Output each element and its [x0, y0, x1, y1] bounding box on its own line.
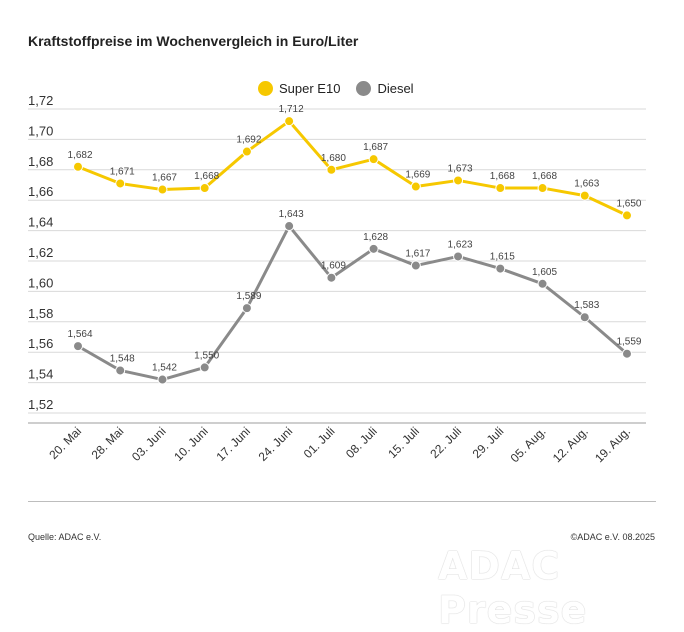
data-point-diesel	[495, 263, 506, 274]
x-tick-label: 15. Juli	[385, 424, 422, 461]
data-label-super-e10: 1,668	[194, 171, 219, 182]
data-label-diesel: 1,643	[279, 209, 304, 220]
data-label-diesel: 1,623	[448, 239, 473, 250]
data-point-super-e10	[73, 161, 83, 172]
y-tick-label: 1,52	[28, 397, 53, 412]
data-point-diesel	[326, 272, 337, 283]
data-point-super-e10	[199, 183, 210, 194]
y-tick-label: 1,72	[28, 93, 53, 108]
data-label-diesel: 1,589	[236, 291, 261, 302]
y-tick-label: 1,56	[28, 336, 53, 351]
y-tick-label: 1,66	[28, 184, 53, 199]
data-label-super-e10: 1,671	[110, 166, 135, 177]
data-point-super-e10	[410, 181, 421, 192]
data-label-super-e10: 1,668	[532, 171, 557, 182]
legend-swatch-super-e10	[258, 81, 273, 96]
data-point-diesel	[579, 312, 590, 323]
data-label-super-e10: 1,682	[67, 150, 92, 161]
data-point-super-e10	[621, 210, 632, 221]
data-point-diesel	[73, 341, 83, 352]
y-tick-label: 1,60	[28, 275, 53, 290]
x-tick-label: 24. Juni	[256, 424, 296, 464]
data-point-diesel	[453, 251, 464, 262]
data-point-diesel	[410, 260, 421, 271]
x-tick-label: 03. Juni	[129, 424, 169, 464]
data-point-super-e10	[537, 183, 548, 194]
data-label-super-e10: 1,668	[490, 171, 515, 182]
data-point-super-e10	[453, 175, 464, 186]
data-label-super-e10: 1,712	[279, 104, 304, 115]
data-point-super-e10	[241, 146, 252, 157]
y-tick-label: 1,70	[28, 123, 53, 138]
data-label-super-e10: 1,669	[405, 170, 430, 181]
y-tick-label: 1,62	[28, 245, 53, 260]
legend-label-super-e10: Super E10	[279, 81, 341, 96]
data-label-diesel: 1,609	[321, 261, 346, 272]
data-point-diesel	[537, 278, 548, 289]
data-point-super-e10	[495, 183, 506, 194]
x-tick-label: 20. Mai	[46, 424, 84, 462]
y-tick-label: 1,58	[28, 306, 53, 321]
copyright-note: ©ADAC e.V. 08.2025	[570, 532, 655, 542]
data-label-diesel: 1,605	[532, 267, 557, 278]
x-tick-label: 01. Juli	[301, 424, 338, 461]
data-label-diesel: 1,564	[67, 329, 92, 340]
data-point-super-e10	[284, 116, 295, 127]
data-point-diesel	[368, 243, 379, 254]
data-label-super-e10: 1,667	[152, 173, 177, 184]
data-point-super-e10	[157, 184, 168, 195]
data-label-super-e10: 1,650	[616, 198, 641, 209]
data-label-diesel: 1,615	[490, 252, 515, 263]
footer-divider	[28, 501, 656, 502]
data-point-diesel	[241, 303, 252, 314]
data-label-diesel: 1,559	[616, 337, 641, 348]
data-point-super-e10	[115, 178, 126, 189]
watermark-logo: ADAC Presse	[438, 544, 588, 632]
data-label-super-e10: 1,680	[321, 153, 346, 164]
x-tick-label: 12. Aug.	[550, 424, 591, 465]
y-tick-label: 1,64	[28, 215, 53, 230]
legend-item-diesel: Diesel	[356, 81, 414, 96]
data-label-super-e10: 1,673	[448, 163, 473, 174]
data-point-diesel	[284, 221, 295, 232]
data-label-diesel: 1,617	[405, 249, 430, 260]
data-point-super-e10	[579, 190, 590, 201]
legend-label-diesel: Diesel	[377, 81, 414, 96]
x-tick-label: 05. Aug.	[508, 424, 549, 465]
data-label-super-e10: 1,687	[363, 142, 388, 153]
line-chart: 1,52 1,54 1,56 1,58 1,60 1,62 1,64 1,66 1,68 1,70…	[28, 93, 646, 465]
data-label-diesel: 1,550	[194, 350, 219, 361]
series-line-diesel	[77, 224, 628, 382]
data-point-diesel	[157, 374, 168, 385]
data-label-diesel: 1,628	[363, 232, 388, 243]
data-label-diesel: 1,548	[110, 353, 135, 364]
data-point-diesel	[199, 362, 210, 373]
chart-title: Kraftstoffpreise im Wochenvergleich in E…	[28, 33, 359, 49]
data-label-super-e10: 1,692	[236, 135, 261, 146]
x-tick-label: 17. Juni	[213, 424, 253, 464]
series-line-super-e10	[77, 119, 628, 217]
data-point-super-e10	[368, 154, 379, 165]
data-label-diesel: 1,542	[152, 363, 177, 374]
x-tick-label: 29. Juli	[470, 424, 507, 461]
y-tick-label: 1,68	[28, 154, 53, 169]
data-point-super-e10	[326, 164, 337, 175]
legend-swatch-diesel	[356, 81, 372, 96]
x-tick-label: 19. Aug.	[592, 424, 633, 465]
data-point-diesel	[115, 365, 126, 376]
x-tick-label: 22. Juli	[427, 424, 464, 461]
data-point-diesel	[621, 348, 632, 359]
x-tick-label: 10. Juni	[171, 424, 211, 464]
x-tick-label: 08. Juli	[343, 424, 380, 461]
y-tick-label: 1,54	[28, 367, 53, 382]
data-label-diesel: 1,583	[574, 300, 599, 311]
chart-legend: Super E10 Diesel	[258, 81, 422, 96]
source-note: Quelle: ADAC e.V.	[28, 532, 102, 542]
x-tick-label: 28. Mai	[89, 424, 127, 462]
data-label-super-e10: 1,663	[574, 179, 599, 190]
legend-item-super-e10: Super E10	[258, 81, 340, 96]
